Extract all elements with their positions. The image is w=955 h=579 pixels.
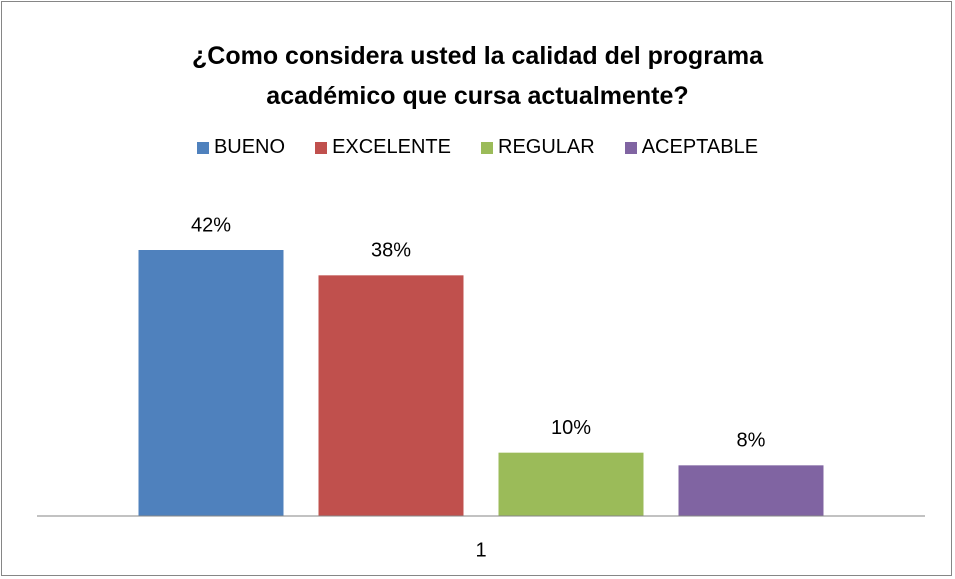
legend-item: BUENO: [196, 136, 286, 159]
chart-title: ¿Como considera usted la calidad del pro…: [192, 42, 763, 110]
data-label: 38%: [371, 240, 411, 262]
bar: [138, 250, 284, 516]
legend-swatch: [481, 141, 493, 154]
legend-swatch: [196, 141, 209, 154]
legend-label: REGULAR: [498, 136, 595, 158]
data-label: 8%: [737, 430, 766, 452]
legend-item: ACEPTABLE: [624, 136, 759, 159]
legend-label: EXCELENTE: [332, 136, 451, 158]
data-label: 10%: [551, 417, 591, 439]
legend-swatch: [624, 141, 637, 154]
legend-label: ACEPTABLE: [641, 136, 759, 158]
bar: [498, 452, 644, 516]
legend-label: BUENO: [213, 136, 286, 158]
x-tick-label: 1: [475, 539, 486, 561]
legend-item: REGULAR: [481, 136, 595, 159]
bar: [678, 465, 824, 516]
data-label: 42%: [191, 214, 231, 236]
legend-swatch: [315, 141, 328, 154]
legend: BUENO EXCELENTE REGULAR ACEPTABLE: [0, 136, 955, 159]
bar: [318, 275, 464, 516]
legend-item: EXCELENTE: [315, 136, 451, 159]
